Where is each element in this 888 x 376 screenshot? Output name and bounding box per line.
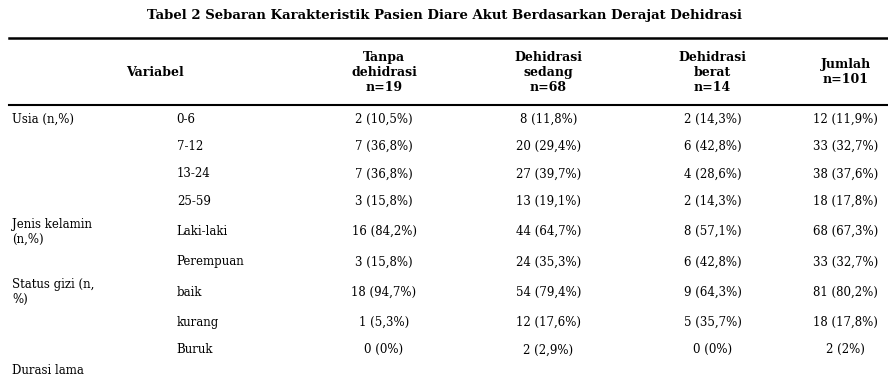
Text: Laki-laki: Laki-laki bbox=[177, 225, 228, 238]
Text: 27 (39,7%): 27 (39,7%) bbox=[516, 167, 581, 180]
Text: 4 (28,6%): 4 (28,6%) bbox=[684, 167, 741, 180]
Text: Buruk: Buruk bbox=[177, 343, 213, 356]
Text: Tanpa
dehidrasi
n=19: Tanpa dehidrasi n=19 bbox=[351, 51, 417, 94]
Text: Dehidrasi
sedang
n=68: Dehidrasi sedang n=68 bbox=[514, 51, 583, 94]
Text: 0-6: 0-6 bbox=[177, 112, 195, 126]
Text: Jumlah
n=101: Jumlah n=101 bbox=[821, 58, 871, 86]
Text: 12 (17,6%): 12 (17,6%) bbox=[516, 316, 581, 329]
Text: Status gizi (n,
%): Status gizi (n, %) bbox=[12, 278, 95, 306]
Text: 18 (17,8%): 18 (17,8%) bbox=[813, 316, 878, 329]
Text: 54 (79,4%): 54 (79,4%) bbox=[516, 286, 581, 299]
Text: 13-24: 13-24 bbox=[177, 167, 210, 180]
Text: 25-59: 25-59 bbox=[177, 195, 210, 208]
Text: 20 (29,4%): 20 (29,4%) bbox=[516, 140, 581, 153]
Text: 33 (32,7%): 33 (32,7%) bbox=[813, 140, 878, 153]
Text: 2 (10,5%): 2 (10,5%) bbox=[355, 112, 413, 126]
Text: 7 (36,8%): 7 (36,8%) bbox=[355, 140, 413, 153]
Text: 8 (57,1%): 8 (57,1%) bbox=[684, 225, 741, 238]
Text: 3 (15,8%): 3 (15,8%) bbox=[355, 195, 413, 208]
Text: 2 (14,3%): 2 (14,3%) bbox=[684, 112, 741, 126]
Text: 0 (0%): 0 (0%) bbox=[693, 343, 733, 356]
Text: 1 (5,3%): 1 (5,3%) bbox=[359, 316, 409, 329]
Text: 18 (17,8%): 18 (17,8%) bbox=[813, 195, 878, 208]
Text: Dehidrasi
berat
n=14: Dehidrasi berat n=14 bbox=[678, 51, 747, 94]
Text: 68 (67,3%): 68 (67,3%) bbox=[813, 225, 878, 238]
Text: kurang: kurang bbox=[177, 316, 219, 329]
Text: Durasi lama
rawat (median,
kisaran): Durasi lama rawat (median, kisaran) bbox=[12, 364, 103, 376]
Text: 12 (11,9%): 12 (11,9%) bbox=[813, 112, 878, 126]
Text: 44 (64,7%): 44 (64,7%) bbox=[516, 225, 581, 238]
Text: 18 (94,7%): 18 (94,7%) bbox=[352, 286, 416, 299]
Text: 7 (36,8%): 7 (36,8%) bbox=[355, 167, 413, 180]
Text: 16 (84,2%): 16 (84,2%) bbox=[352, 225, 416, 238]
Text: Usia (n,%): Usia (n,%) bbox=[12, 112, 75, 126]
Text: 13 (19,1%): 13 (19,1%) bbox=[516, 195, 581, 208]
Text: 6 (42,8%): 6 (42,8%) bbox=[684, 255, 741, 268]
Text: 7-12: 7-12 bbox=[177, 140, 203, 153]
Text: 24 (35,3%): 24 (35,3%) bbox=[516, 255, 581, 268]
Text: 0 (0%): 0 (0%) bbox=[364, 343, 404, 356]
Text: Variabel: Variabel bbox=[126, 66, 185, 79]
Text: Perempuan: Perempuan bbox=[177, 255, 244, 268]
Text: Jenis kelamin
(n,%): Jenis kelamin (n,%) bbox=[12, 218, 92, 246]
Text: 2 (2%): 2 (2%) bbox=[827, 343, 865, 356]
Text: 81 (80,2%): 81 (80,2%) bbox=[813, 286, 878, 299]
Text: 3 (15,8%): 3 (15,8%) bbox=[355, 255, 413, 268]
Text: 8 (11,8%): 8 (11,8%) bbox=[519, 112, 577, 126]
Text: 33 (32,7%): 33 (32,7%) bbox=[813, 255, 878, 268]
Text: 5 (35,7%): 5 (35,7%) bbox=[684, 316, 741, 329]
Text: 2 (14,3%): 2 (14,3%) bbox=[684, 195, 741, 208]
Text: 2 (2,9%): 2 (2,9%) bbox=[523, 343, 574, 356]
Text: 6 (42,8%): 6 (42,8%) bbox=[684, 140, 741, 153]
Text: 9 (64,3%): 9 (64,3%) bbox=[684, 286, 741, 299]
Text: 38 (37,6%): 38 (37,6%) bbox=[813, 167, 878, 180]
Text: baik: baik bbox=[177, 286, 202, 299]
Text: Tabel 2 Sebaran Karakteristik Pasien Diare Akut Berdasarkan Derajat Dehidrasi: Tabel 2 Sebaran Karakteristik Pasien Dia… bbox=[147, 9, 741, 22]
